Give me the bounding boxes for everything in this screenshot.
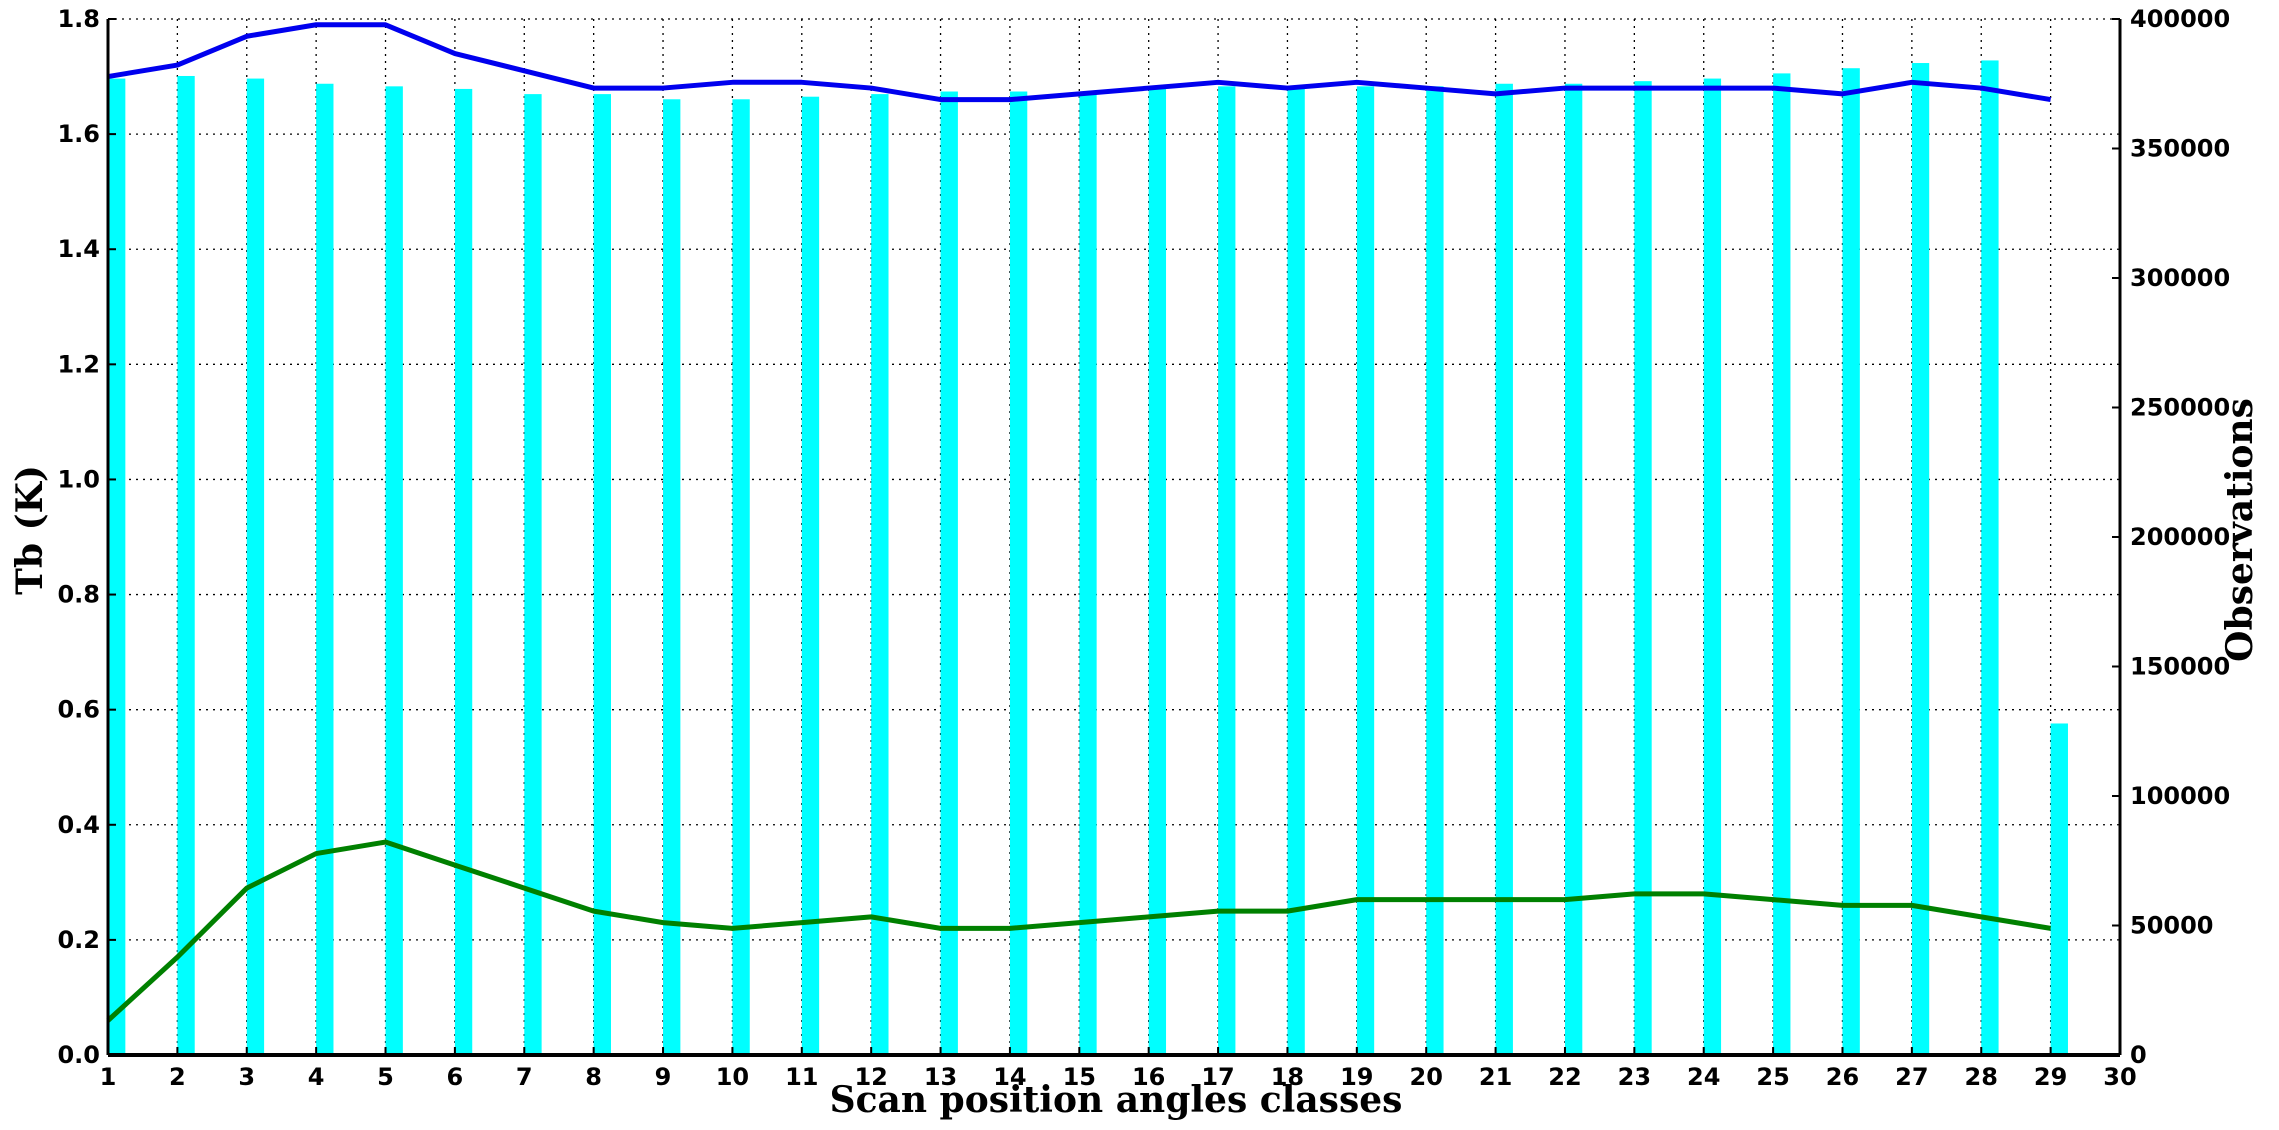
x-tick-label: 26: [1826, 1063, 1859, 1091]
x-tick-label: 6: [447, 1063, 464, 1091]
y2-tick-label: 0: [2130, 1041, 2147, 1069]
x-tick-label: 16: [1132, 1063, 1165, 1091]
y-tick-label: 1.6: [57, 120, 100, 148]
observation-bar: [2050, 723, 2068, 1055]
x-tick-label: 29: [2034, 1063, 2067, 1091]
y2-tick-label: 150000: [2130, 653, 2230, 681]
observation-bar: [1218, 86, 1236, 1056]
x-tick-label: 17: [1201, 1063, 1234, 1091]
observation-bar: [940, 91, 958, 1055]
y2-tick-label: 100000: [2130, 782, 2230, 810]
observation-bar: [1564, 83, 1583, 1055]
x-tick-label: 22: [1548, 1063, 1581, 1091]
observation-bar: [1148, 88, 1167, 1056]
observation-bar: [1079, 91, 1097, 1055]
observation-bar: [1426, 86, 1444, 1056]
observation-bar: [246, 78, 265, 1055]
y-axis-title: Tb (K): [9, 465, 51, 595]
observation-bar: [1495, 83, 1513, 1055]
observation-bar: [1981, 60, 1999, 1055]
x-tick-label: 11: [785, 1063, 818, 1091]
y2-tick-label: 50000: [2130, 912, 2214, 940]
grid: [107, 18, 2121, 1056]
observation-bar: [1009, 91, 1028, 1055]
observation-bar: [663, 99, 681, 1056]
x-tick-label: 13: [924, 1063, 957, 1091]
observation-bar: [385, 86, 403, 1056]
x-axis-title: Scan position angles classes: [830, 1079, 1403, 1121]
observation-bar: [1634, 81, 1652, 1055]
observation-bar: [524, 94, 542, 1056]
tb-line-lower: [106, 839, 2052, 1023]
x-tick-label: 20: [1410, 1063, 1443, 1091]
bar-series: [108, 60, 2068, 1056]
x-tick-label: 8: [585, 1063, 602, 1091]
axes: [106, 18, 2122, 1057]
y-tick-label: 0.0: [57, 1041, 100, 1069]
observation-bar: [593, 94, 611, 1056]
tb-line-upper: [107, 22, 2052, 103]
observation-bar: [871, 94, 889, 1056]
y-tick-label: 1.8: [57, 5, 100, 33]
y-tick-label: 1.4: [57, 235, 100, 263]
x-tick-label: 3: [238, 1063, 255, 1091]
observation-bar: [1356, 86, 1375, 1056]
y-tick-label: 1.2: [57, 350, 100, 378]
x-tick-label: 18: [1271, 1063, 1304, 1091]
tick-labels: 1 2 3 4 5 6 7 8 9 10 11 12 13 14 15 16 17 18 19 20 21 22 23 24 2…: [57, 5, 2230, 1091]
x-tick-label: 28: [1965, 1063, 1998, 1091]
x-tick-label: 24: [1687, 1063, 1720, 1091]
y2-tick-label: 350000: [2130, 135, 2230, 163]
observation-bar: [1703, 78, 1722, 1055]
x-tick-label: 5: [377, 1063, 394, 1091]
y2-tick-label: 200000: [2130, 523, 2230, 551]
observation-bar: [801, 96, 820, 1055]
x-tick-label: 10: [716, 1063, 749, 1091]
x-tick-label: 30: [2103, 1063, 2136, 1091]
observation-bar: [732, 99, 750, 1056]
x-tick-label: 25: [1756, 1063, 1789, 1091]
x-tick-label: 4: [308, 1063, 325, 1091]
observation-bar: [316, 83, 334, 1055]
y-tick-label: 0.4: [57, 811, 100, 839]
y-tick-label: 0.6: [57, 696, 100, 724]
y-tick-label: 0.2: [57, 926, 100, 954]
y-tick-label: 1.0: [57, 465, 100, 493]
x-tick-label: 27: [1895, 1063, 1928, 1091]
x-tick-label: 2: [169, 1063, 186, 1091]
observation-bar: [1842, 68, 1860, 1055]
x-tick-label: 12: [854, 1063, 887, 1091]
observation-bar: [108, 78, 126, 1055]
x-tick-label: 15: [1063, 1063, 1096, 1091]
x-tick-label: 14: [993, 1063, 1026, 1091]
y-tick-label: 0.8: [57, 581, 100, 609]
x-tick-label: 1: [100, 1063, 117, 1091]
y2-axis-title: Observations: [2219, 398, 2261, 662]
x-tick-label: 7: [516, 1063, 533, 1091]
observation-bar: [1287, 86, 1305, 1056]
x-tick-label: 21: [1479, 1063, 1512, 1091]
line-series: [106, 22, 2052, 1023]
observation-bar: [177, 75, 195, 1056]
observation-bar: [454, 88, 473, 1056]
x-tick-label: 23: [1618, 1063, 1651, 1091]
y2-tick-label: 250000: [2130, 394, 2230, 422]
observation-bar: [1911, 63, 1930, 1055]
x-tick-label: 9: [655, 1063, 672, 1091]
y2-tick-label: 300000: [2130, 264, 2230, 292]
observation-bar: [1773, 73, 1791, 1055]
x-tick-label: 19: [1340, 1063, 1373, 1091]
y2-tick-label: 400000: [2130, 5, 2230, 33]
